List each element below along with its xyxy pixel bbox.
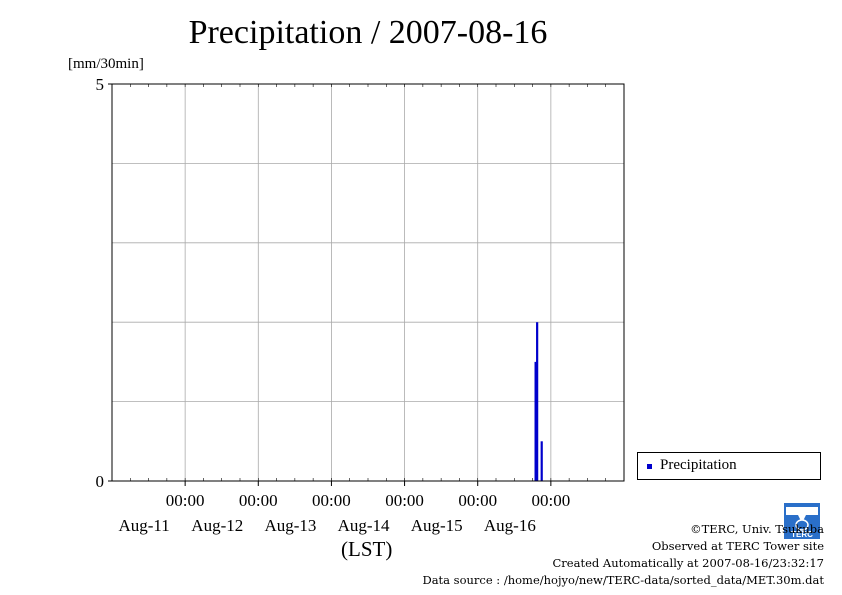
x-tick-date-label: Aug-14 <box>338 516 390 535</box>
x-axis-unit: (LST) <box>341 537 393 561</box>
x-tick-date-label: Aug-13 <box>264 516 316 535</box>
y-axis-unit: [mm/30min] <box>68 56 144 72</box>
x-tick-date-label: Aug-12 <box>191 516 243 535</box>
chart-title: Precipitation / 2007-08-16 <box>188 14 548 51</box>
footer-copyright: ©TERC, Univ. Tsukuba <box>690 522 824 536</box>
plot-frame <box>111 83 625 482</box>
x-tick-date-label: Aug-16 <box>484 516 536 535</box>
x-tick-date-label: Aug-11 <box>118 516 169 535</box>
x-axis-ticks: 00:00 Aug-11 00:00 Aug-12 00:00 Aug-13 00:00 Au… <box>111 84 625 535</box>
footer-observed: Observed at TERC Tower site <box>651 539 824 553</box>
footer-created: Created Automatically at 2007-08-16/23:3… <box>552 556 825 570</box>
legend-swatch <box>647 464 652 469</box>
grid-lines <box>112 84 624 481</box>
x-tick-time-label: 00:00 <box>458 491 497 510</box>
x-tick-date-label: Aug-15 <box>411 516 463 535</box>
footer-source: Data source : /home/hojyo/new/TERC-data/… <box>422 573 824 587</box>
svg-text:TERC: TERC <box>791 530 813 539</box>
y-tick-label: 0 <box>96 472 105 491</box>
x-tick-time-label: 00:00 <box>312 491 351 510</box>
y-axis-ticks: 05 <box>96 75 112 491</box>
x-tick-time-label: 00:00 <box>531 491 570 510</box>
x-tick-time-label: 00:00 <box>166 491 205 510</box>
legend-label: Precipitation <box>660 457 737 473</box>
legend: Precipitation <box>637 452 821 480</box>
x-tick-time-label: 00:00 <box>385 491 424 510</box>
terc-logo-icon: TERC <box>784 503 820 539</box>
x-tick-time-label: 00:00 <box>239 491 278 510</box>
y-tick-label: 5 <box>96 75 105 94</box>
